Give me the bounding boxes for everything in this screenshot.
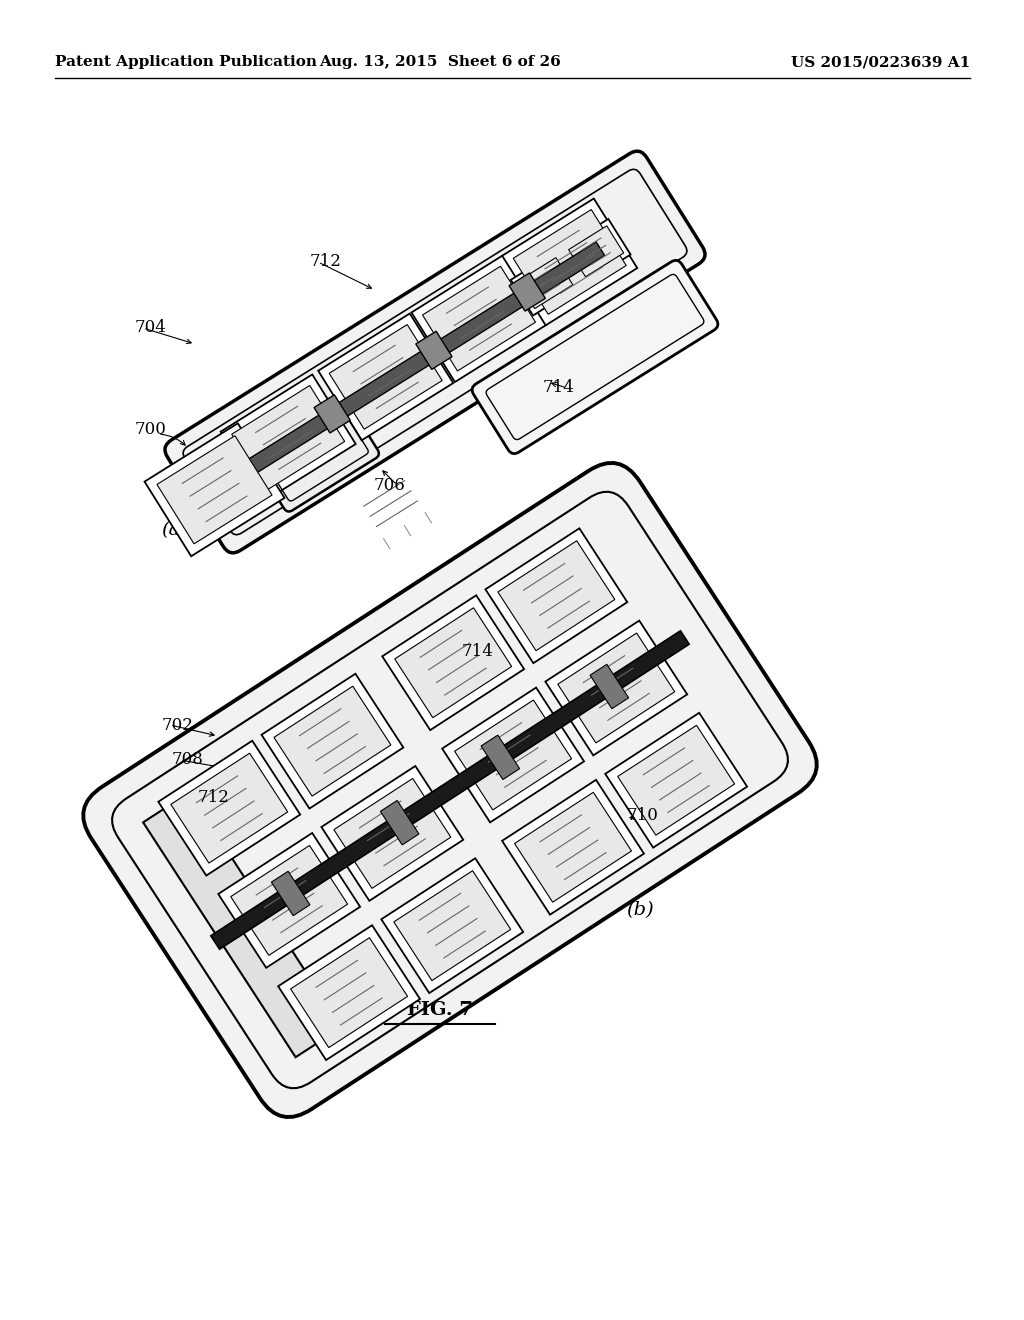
Polygon shape	[210, 242, 604, 496]
Polygon shape	[558, 634, 675, 743]
Polygon shape	[230, 845, 348, 956]
Text: 714: 714	[462, 644, 494, 660]
Polygon shape	[271, 871, 310, 916]
Polygon shape	[590, 664, 629, 709]
Text: (b): (b)	[626, 902, 654, 919]
Polygon shape	[442, 688, 584, 822]
Polygon shape	[218, 833, 360, 968]
Text: Aug. 13, 2015  Sheet 6 of 26: Aug. 13, 2015 Sheet 6 of 26	[319, 55, 561, 69]
Text: Patent Application Publication: Patent Application Publication	[55, 55, 317, 69]
Text: FIG. 7: FIG. 7	[408, 1001, 473, 1019]
Polygon shape	[562, 219, 631, 284]
Polygon shape	[291, 937, 408, 1048]
Polygon shape	[380, 800, 419, 845]
Text: 714: 714	[543, 380, 575, 396]
Polygon shape	[509, 273, 546, 312]
Polygon shape	[381, 858, 523, 993]
Polygon shape	[144, 424, 285, 556]
Text: 710: 710	[626, 808, 658, 825]
Polygon shape	[518, 257, 572, 309]
Polygon shape	[211, 631, 689, 949]
Text: (a): (a)	[162, 521, 188, 539]
Polygon shape	[511, 251, 580, 315]
Polygon shape	[382, 595, 524, 730]
Polygon shape	[605, 713, 748, 847]
Polygon shape	[329, 325, 442, 429]
Polygon shape	[455, 700, 571, 810]
Polygon shape	[481, 735, 519, 780]
Polygon shape	[546, 620, 687, 755]
Polygon shape	[143, 792, 342, 1057]
Text: 700: 700	[135, 421, 167, 438]
Polygon shape	[416, 331, 452, 370]
Polygon shape	[568, 226, 624, 277]
Polygon shape	[514, 792, 632, 902]
Text: 708: 708	[172, 751, 204, 768]
Polygon shape	[220, 375, 355, 502]
FancyBboxPatch shape	[472, 260, 718, 454]
FancyBboxPatch shape	[165, 152, 706, 553]
Text: 704: 704	[135, 319, 167, 337]
FancyBboxPatch shape	[83, 463, 817, 1117]
Polygon shape	[412, 255, 547, 381]
FancyBboxPatch shape	[255, 403, 379, 512]
Polygon shape	[157, 436, 272, 544]
Polygon shape	[261, 673, 403, 809]
Polygon shape	[394, 871, 511, 981]
Polygon shape	[485, 528, 628, 663]
Polygon shape	[314, 395, 350, 433]
Polygon shape	[498, 541, 614, 651]
Polygon shape	[231, 385, 345, 490]
Polygon shape	[513, 210, 627, 314]
Text: 706: 706	[374, 477, 406, 494]
Polygon shape	[159, 741, 300, 875]
Polygon shape	[318, 314, 454, 441]
Polygon shape	[279, 925, 420, 1060]
Polygon shape	[423, 267, 536, 371]
Polygon shape	[334, 779, 451, 888]
Polygon shape	[394, 607, 512, 718]
Polygon shape	[322, 766, 463, 900]
Text: US 2015/0223639 A1: US 2015/0223639 A1	[791, 55, 970, 69]
Text: 702: 702	[162, 717, 194, 734]
Polygon shape	[617, 725, 734, 836]
Text: 712: 712	[310, 253, 342, 271]
Polygon shape	[502, 198, 637, 325]
Text: 712: 712	[198, 788, 229, 805]
Polygon shape	[274, 686, 391, 796]
Polygon shape	[171, 754, 288, 863]
Polygon shape	[502, 780, 644, 915]
